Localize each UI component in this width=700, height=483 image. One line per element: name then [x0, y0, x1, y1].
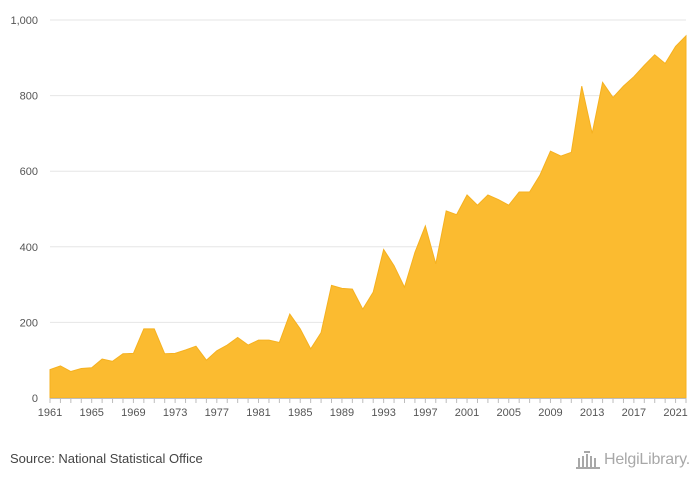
x-tick-label: 2021 [663, 407, 687, 419]
x-axis-labels: 1961 1965 1969 1973 1977 1981 1985 1989 1993 1997… [38, 407, 688, 419]
y-tick-label: 1,000 [10, 15, 38, 27]
y-tick-label: 0 [32, 393, 38, 405]
x-tick-label: 2013 [580, 407, 604, 419]
chart-footer: Source: National Statistical Office Helg… [0, 440, 700, 483]
y-tick-label: 400 [20, 242, 38, 254]
source-note: Source: National Statistical Office [10, 451, 203, 466]
x-tick-label: 1969 [121, 407, 145, 419]
y-tick-label: 800 [20, 91, 38, 103]
x-tick-label: 1993 [371, 407, 395, 419]
x-tick-label: 2009 [538, 407, 562, 419]
x-tick-label: 1973 [163, 407, 187, 419]
x-tick-label: 2005 [497, 407, 521, 419]
y-axis-labels: 0 200 400 600 800 1,000 [10, 15, 38, 405]
y-tick-label: 600 [20, 166, 38, 178]
x-tick-label: 1961 [38, 407, 62, 419]
x-tick-label: 1977 [205, 407, 229, 419]
y-tick-label: 200 [20, 317, 38, 329]
x-tick-label: 2001 [455, 407, 479, 419]
library-building-icon [575, 451, 600, 469]
x-tick-label: 1989 [330, 407, 354, 419]
area-series [49, 34, 687, 399]
x-tick-label: 1985 [288, 407, 312, 419]
x-tick-label: 2017 [622, 407, 646, 419]
x-tick-label: 1997 [413, 407, 437, 419]
x-tick-label: 1981 [246, 407, 270, 419]
brand-logo[interactable]: HelgiLibrary. [575, 448, 690, 472]
x-axis-ticks [49, 398, 687, 403]
x-tick-label: 1965 [79, 407, 103, 419]
brand-name: HelgiLibrary. [603, 451, 690, 468]
